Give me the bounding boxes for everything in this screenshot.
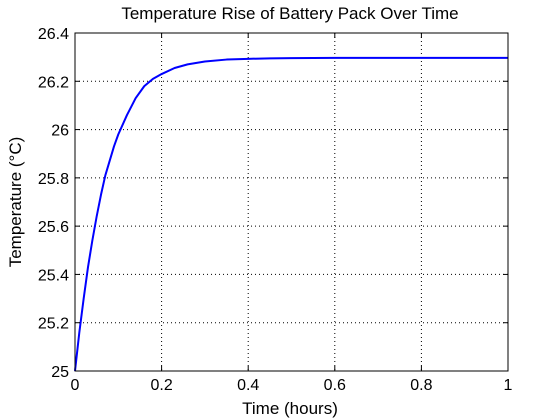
x-tick-label: 0.2 [150,377,172,394]
x-tick-label: 0.4 [237,377,259,394]
series-layer [74,56,508,372]
y-tick-label: 26.4 [38,26,69,43]
y-axis-label: Temperature (°C) [6,137,25,268]
y-tick-label: 25 [51,364,69,381]
x-axis-label: Time (hours) [242,399,338,418]
y-tick-label: 25.8 [38,171,69,188]
x-tick-label: 0 [71,377,80,394]
y-tick-label: 25.6 [38,219,69,236]
y-tick-label: 26 [51,123,69,140]
grid [75,33,508,371]
x-tick-label: 0.6 [324,377,346,394]
y-tick-label: 25.4 [38,267,69,284]
x-tick-label: 1 [504,377,513,394]
chart-title: Temperature Rise of Battery Pack Over Ti… [121,4,458,23]
series-line [74,56,508,372]
y-tick-label: 25.2 [38,316,69,333]
x-tick-label: 0.8 [410,377,432,394]
plot-frame [74,32,509,372]
y-tick-label: 26.2 [38,74,69,91]
ticks: 0 0.2 0.4 0.6 0.8 1 25 25.2 25.4 25.6 25.8 26 26.2 26… [38,26,513,394]
